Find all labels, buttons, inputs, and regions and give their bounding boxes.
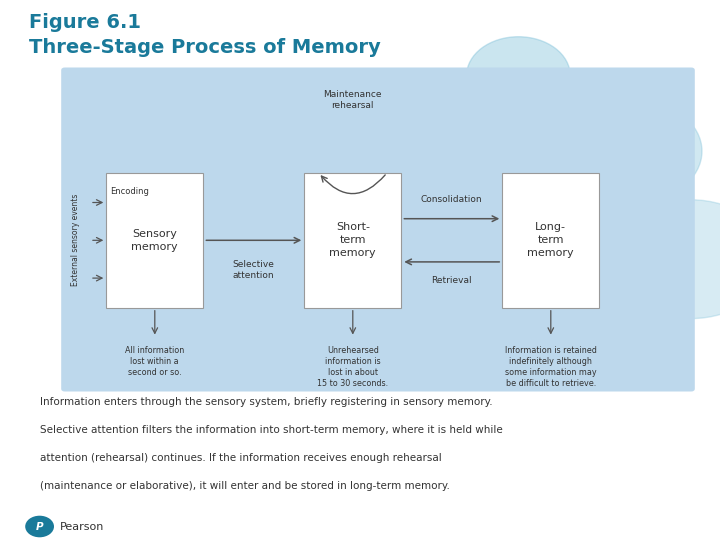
Text: Information is retained
indefinitely although
some information may
be difficult : Information is retained indefinitely alt…	[505, 346, 597, 388]
Text: Pearson: Pearson	[60, 522, 104, 531]
Text: Information enters through the sensory system, briefly registering in sensory me: Information enters through the sensory s…	[40, 397, 492, 407]
Bar	[503, 173, 599, 308]
Text: Selective
attention: Selective attention	[233, 260, 275, 280]
Text: All information
lost within a
second or so.: All information lost within a second or …	[125, 346, 184, 377]
Text: Selective attention filters the information into short-term memory, where it is : Selective attention filters the informat…	[40, 425, 503, 435]
Circle shape	[612, 200, 720, 319]
Text: P: P	[36, 522, 43, 531]
FancyArrowPatch shape	[321, 175, 385, 194]
Text: External sensory events: External sensory events	[71, 194, 80, 287]
Circle shape	[565, 100, 702, 202]
Text: Short-
term
memory: Short- term memory	[330, 222, 376, 258]
Circle shape	[467, 37, 570, 114]
Text: Long-
term
memory: Long- term memory	[528, 222, 574, 258]
Text: Encoding: Encoding	[109, 187, 148, 196]
Bar	[107, 173, 203, 308]
Text: Retrieval: Retrieval	[431, 276, 472, 285]
Text: Consolidation: Consolidation	[421, 195, 482, 204]
Text: Sensory
memory: Sensory memory	[132, 229, 178, 252]
Circle shape	[25, 516, 54, 537]
Text: attention (rehearsal) continues. If the information receives enough rehearsal: attention (rehearsal) continues. If the …	[40, 453, 441, 463]
Bar	[304, 173, 402, 308]
Text: Maintenance
rehearsal: Maintenance rehearsal	[323, 90, 382, 110]
Text: Figure 6.1: Figure 6.1	[29, 14, 141, 32]
Text: Unrehearsed
information is
lost in about
15 to 30 seconds.: Unrehearsed information is lost in about…	[318, 346, 388, 388]
Text: Three-Stage Process of Memory: Three-Stage Process of Memory	[29, 38, 381, 57]
FancyBboxPatch shape	[61, 68, 695, 392]
Text: (maintenance or elaborative), it will enter and be stored in long-term memory.: (maintenance or elaborative), it will en…	[40, 481, 449, 491]
